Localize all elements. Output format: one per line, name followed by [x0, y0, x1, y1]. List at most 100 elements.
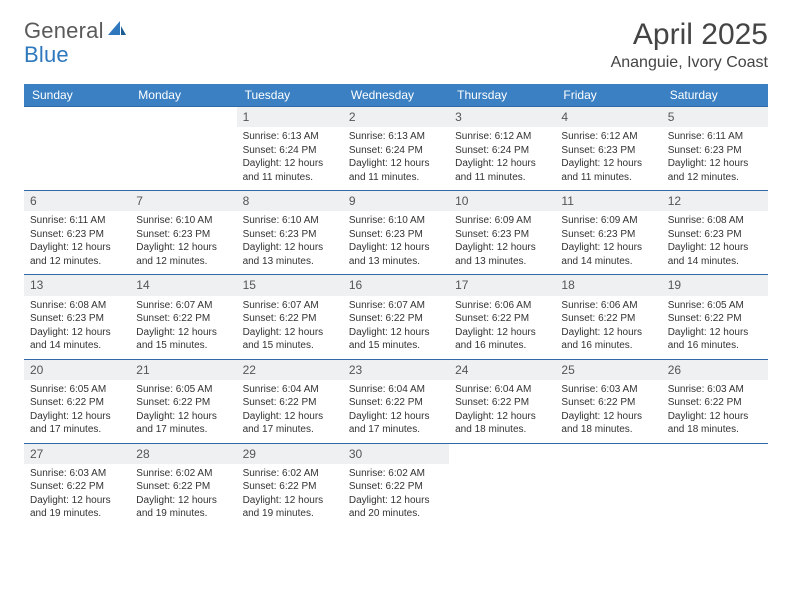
sunset-line: Sunset: 6:22 PM — [243, 480, 337, 494]
sunrise-line: Sunrise: 6:13 AM — [349, 130, 443, 144]
sunset-line: Sunset: 6:22 PM — [243, 396, 337, 410]
day-header: Friday — [555, 84, 661, 107]
day-header: Saturday — [662, 84, 768, 107]
day-number: 25 — [555, 360, 661, 380]
day-number: 8 — [237, 191, 343, 211]
sunset-line: Sunset: 6:23 PM — [243, 228, 337, 242]
daylight-line: Daylight: 12 hours and 17 minutes. — [30, 410, 124, 437]
sunset-line: Sunset: 6:23 PM — [561, 144, 655, 158]
daylight-line: Daylight: 12 hours and 14 minutes. — [561, 241, 655, 268]
daylight-line: Daylight: 12 hours and 16 minutes. — [561, 326, 655, 353]
sunrise-line: Sunrise: 6:10 AM — [349, 214, 443, 228]
sunset-line: Sunset: 6:23 PM — [30, 228, 124, 242]
sunrise-line: Sunrise: 6:12 AM — [561, 130, 655, 144]
calendar-week-row: 6Sunrise: 6:11 AMSunset: 6:23 PMDaylight… — [24, 191, 768, 275]
sunset-line: Sunset: 6:22 PM — [136, 396, 230, 410]
calendar-week-row: 13Sunrise: 6:08 AMSunset: 6:23 PMDayligh… — [24, 275, 768, 359]
calendar-cell: 11Sunrise: 6:09 AMSunset: 6:23 PMDayligh… — [555, 191, 661, 275]
sunrise-line: Sunrise: 6:02 AM — [349, 467, 443, 481]
calendar-cell: 28 Sunrise: 6:02 AMSunset: 6:22 PMDayligh… — [130, 443, 236, 527]
sunset-line: Sunset: 6:22 PM — [561, 312, 655, 326]
sail-icon — [107, 20, 127, 43]
daylight-line: Daylight: 12 hours and 14 minutes. — [30, 326, 124, 353]
calendar-cell: 24Sunrise: 6:04 AMSunset: 6:22 PMDayligh… — [449, 359, 555, 443]
sunset-line: Sunset: 6:22 PM — [136, 480, 230, 494]
sunrise-line: Sunrise: 6:03 AM — [561, 383, 655, 397]
sunset-line: Sunset: 6:22 PM — [136, 312, 230, 326]
calendar-cell: 14Sunrise: 6:07 AMSunset: 6:22 PMDayligh… — [130, 275, 236, 359]
sunset-line: Sunset: 6:24 PM — [455, 144, 549, 158]
day-number: 16 — [343, 275, 449, 295]
daylight-line: Daylight: 12 hours and 12 minutes. — [136, 241, 230, 268]
calendar-cell: 17Sunrise: 6:06 AMSunset: 6:22 PMDayligh… — [449, 275, 555, 359]
calendar-cell: 16Sunrise: 6:07 AMSunset: 6:22 PMDayligh… — [343, 275, 449, 359]
daylight-line: Daylight: 12 hours and 18 minutes. — [455, 410, 549, 437]
calendar-cell: 25Sunrise: 6:03 AMSunset: 6:22 PMDayligh… — [555, 359, 661, 443]
sunset-line: Sunset: 6:22 PM — [668, 396, 762, 410]
day-number: 1 — [237, 107, 343, 127]
calendar-cell: 27Sunrise: 6:03 AMSunset: 6:22 PMDayligh… — [24, 443, 130, 527]
sunrise-line: Sunrise: 6:06 AM — [455, 299, 549, 313]
sunset-line: Sunset: 6:23 PM — [30, 312, 124, 326]
sunrise-line: Sunrise: 6:10 AM — [136, 214, 230, 228]
calendar-cell: 22Sunrise: 6:04 AMSunset: 6:22 PMDayligh… — [237, 359, 343, 443]
day-header: Monday — [130, 84, 236, 107]
sunrise-line: Sunrise: 6:07 AM — [136, 299, 230, 313]
daylight-line: Daylight: 12 hours and 17 minutes. — [349, 410, 443, 437]
daylight-line: Daylight: 12 hours and 18 minutes. — [561, 410, 655, 437]
daylight-line: Daylight: 12 hours and 19 minutes. — [243, 494, 337, 521]
sunset-line: Sunset: 6:23 PM — [561, 228, 655, 242]
daylight-line: Daylight: 12 hours and 11 minutes. — [455, 157, 549, 184]
sunrise-line: Sunrise: 6:09 AM — [455, 214, 549, 228]
calendar-cell: 30 Sunrise: 6:02 AMSunset: 6:22 PMDayligh… — [343, 443, 449, 527]
daylight-line: Daylight: 12 hours and 15 minutes. — [136, 326, 230, 353]
daylight-line: Daylight: 12 hours and 12 minutes. — [30, 241, 124, 268]
daylight-line: Daylight: 12 hours and 14 minutes. — [668, 241, 762, 268]
sunrise-line: Sunrise: 6:02 AM — [136, 467, 230, 481]
brand-name-part2-wrap: Blue — [24, 42, 69, 68]
sunset-line: Sunset: 6:22 PM — [30, 480, 124, 494]
sunset-line: Sunset: 6:23 PM — [668, 144, 762, 158]
calendar-cell: 2Sunrise: 6:13 AMSunset: 6:24 PMDaylight… — [343, 107, 449, 191]
brand-name-part1: General — [24, 18, 104, 44]
daylight-line: Daylight: 12 hours and 17 minutes. — [243, 410, 337, 437]
sunrise-line: Sunrise: 6:11 AM — [30, 214, 124, 228]
daylight-line: Daylight: 12 hours and 13 minutes. — [455, 241, 549, 268]
daylight-line: Daylight: 12 hours and 19 minutes. — [30, 494, 124, 521]
calendar-cell — [555, 443, 661, 527]
sunrise-line: Sunrise: 6:13 AM — [243, 130, 337, 144]
daylight-line: Daylight: 12 hours and 20 minutes. — [349, 494, 443, 521]
sunset-line: Sunset: 6:22 PM — [30, 396, 124, 410]
sunset-line: Sunset: 6:22 PM — [349, 480, 443, 494]
day-number: 4 — [555, 107, 661, 127]
sunrise-line: Sunrise: 6:10 AM — [243, 214, 337, 228]
title-block: April 2025 Ananguie, Ivory Coast — [611, 18, 768, 72]
day-number: 5 — [662, 107, 768, 127]
sunset-line: Sunset: 6:22 PM — [349, 312, 443, 326]
sunset-line: Sunset: 6:23 PM — [349, 228, 443, 242]
day-number: 30 — [343, 444, 449, 464]
sunrise-line: Sunrise: 6:11 AM — [668, 130, 762, 144]
day-number: 15 — [237, 275, 343, 295]
sunrise-line: Sunrise: 6:05 AM — [668, 299, 762, 313]
day-number: 28 — [130, 444, 236, 464]
location-label: Ananguie, Ivory Coast — [611, 54, 768, 72]
day-number: 12 — [662, 191, 768, 211]
calendar-week-row: 20Sunrise: 6:05 AMSunset: 6:22 PMDayligh… — [24, 359, 768, 443]
sunrise-line: Sunrise: 6:08 AM — [668, 214, 762, 228]
day-number: 19 — [662, 275, 768, 295]
day-number: 3 — [449, 107, 555, 127]
calendar-cell: 15Sunrise: 6:07 AMSunset: 6:22 PMDayligh… — [237, 275, 343, 359]
sunrise-line: Sunrise: 6:06 AM — [561, 299, 655, 313]
calendar-week-row: 1 Sunrise: 6:13 AM Sunset: 6:24 PMDaylight… — [24, 107, 768, 191]
day-number: 17 — [449, 275, 555, 295]
sunrise-line: Sunrise: 6:04 AM — [243, 383, 337, 397]
day-number: 9 — [343, 191, 449, 211]
calendar-cell: 10Sunrise: 6:09 AMSunset: 6:23 PMDayligh… — [449, 191, 555, 275]
calendar-cell: 21Sunrise: 6:05 AMSunset: 6:22 PMDayligh… — [130, 359, 236, 443]
sunrise-line: Sunrise: 6:04 AM — [349, 383, 443, 397]
day-number: 20 — [24, 360, 130, 380]
topbar: General April 2025 Ananguie, Ivory Coast — [24, 18, 768, 72]
daylight-line: Daylight: 12 hours and 19 minutes. — [136, 494, 230, 521]
sunrise-line: Sunrise: 6:07 AM — [243, 299, 337, 313]
